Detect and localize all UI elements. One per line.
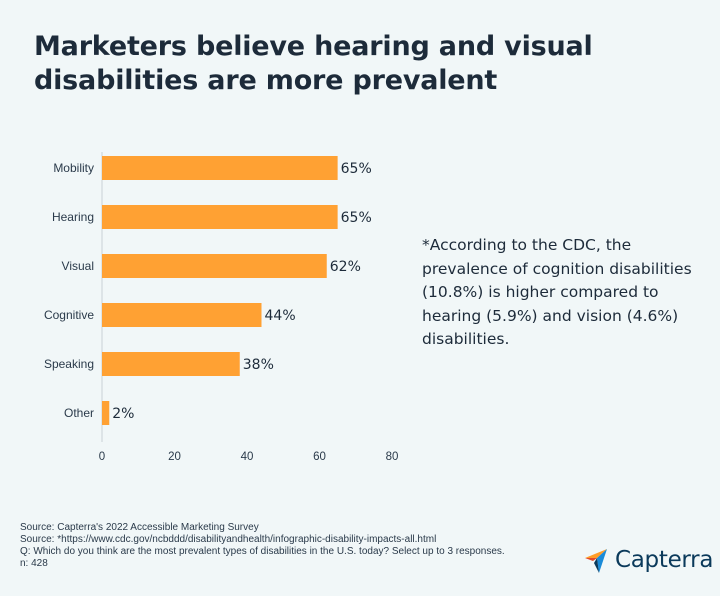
capterra-wordmark: Capterra [615, 547, 714, 573]
value-label-cognitive: 44% [265, 308, 296, 324]
category-label-mobility: Mobility [53, 161, 94, 175]
survey-question: Q: Which do you think are the most preva… [20, 546, 505, 557]
category-label-cognitive: Cognitive [44, 308, 94, 322]
bar-cognitive [102, 303, 262, 327]
chart-title: Marketers believe hearing and visual dis… [34, 30, 694, 98]
category-label-hearing: Hearing [52, 210, 94, 224]
footer-sources: Source: Capterra's 2022 Accessible Marke… [20, 522, 580, 570]
cdc-note: *According to the CDC, the prevalence of… [422, 236, 692, 348]
value-label-hearing: 65% [341, 210, 372, 226]
value-label-mobility: 65% [341, 161, 372, 177]
bar-hearing [102, 205, 338, 229]
x-tick-80: 80 [386, 451, 399, 460]
category-label-visual: Visual [62, 259, 94, 273]
x-tick-60: 60 [313, 451, 326, 460]
bar-visual [102, 254, 327, 278]
source-survey: Source: Capterra's 2022 Accessible Marke… [20, 522, 259, 533]
title-line-1: Marketers believe hearing and visual [34, 31, 593, 62]
bar-mobility [102, 156, 338, 180]
x-tick-40: 40 [241, 451, 254, 460]
category-label-other: Other [64, 406, 94, 420]
source-cdc: Source: *https://www.cdc.gov/ncbddd/disa… [20, 534, 437, 545]
title-line-2: disabilities are more prevalent [34, 65, 498, 96]
bar-speaking [102, 352, 240, 376]
x-tick-20: 20 [168, 451, 181, 460]
capterra-arrow-icon [585, 549, 607, 573]
value-label-other: 2% [112, 406, 134, 422]
bar-chart: Mobility 65% Hearing 65% Visual 62% Cognitive 4… [44, 152, 399, 460]
capterra-logo: Capterra [585, 544, 713, 576]
x-tick-0: 0 [99, 451, 105, 460]
bar-other [102, 401, 110, 425]
value-label-speaking: 38% [243, 357, 274, 373]
category-label-speaking: Speaking [44, 357, 94, 371]
value-label-visual: 62% [330, 259, 361, 275]
sample-size: n: 428 [20, 558, 48, 569]
